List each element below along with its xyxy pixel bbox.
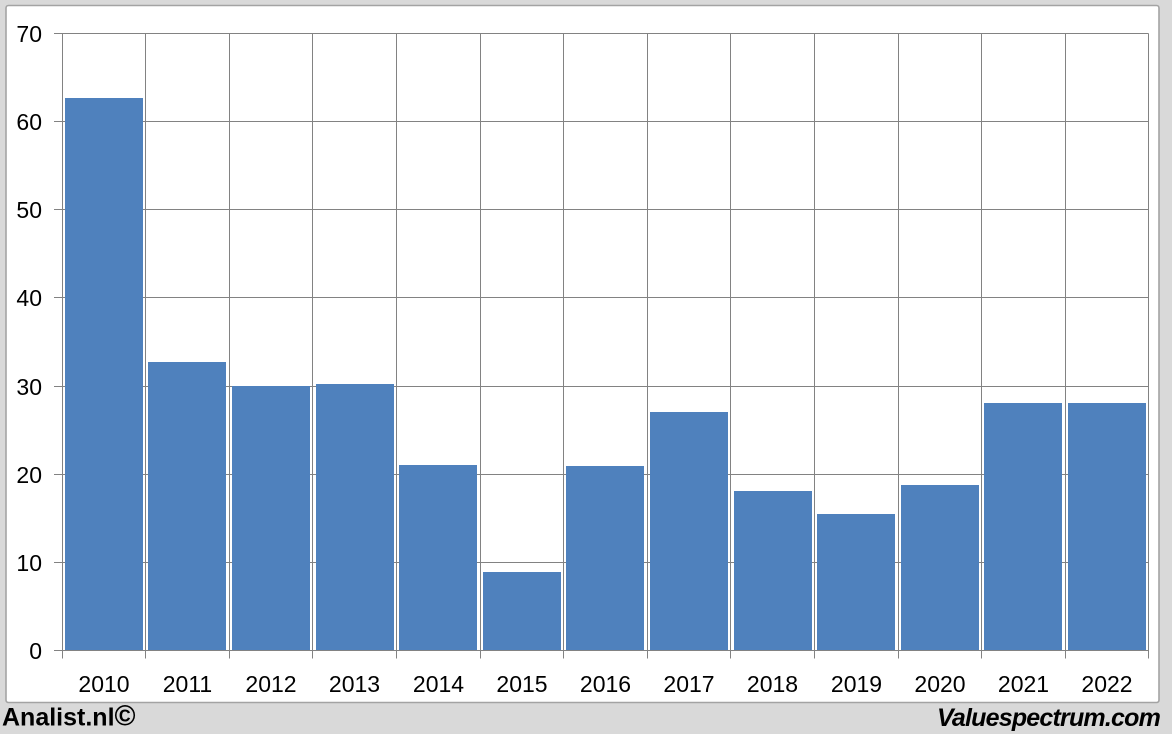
- svg-text:10: 10: [16, 550, 42, 576]
- svg-text:2019: 2019: [831, 671, 882, 697]
- svg-text:2022: 2022: [1081, 671, 1132, 697]
- svg-text:70: 70: [16, 21, 42, 47]
- svg-text:60: 60: [16, 109, 42, 135]
- svg-text:0: 0: [29, 638, 42, 664]
- svg-text:50: 50: [16, 197, 42, 223]
- svg-text:2020: 2020: [914, 671, 965, 697]
- svg-text:2012: 2012: [245, 671, 296, 697]
- svg-text:2017: 2017: [663, 671, 714, 697]
- svg-text:20: 20: [16, 462, 42, 488]
- svg-text:Analist.nl©: Analist.nl©: [2, 701, 136, 733]
- svg-text:30: 30: [16, 374, 42, 400]
- svg-text:Valuespectrum.com: Valuespectrum.com: [937, 704, 1161, 732]
- svg-text:2010: 2010: [78, 671, 129, 697]
- svg-text:2016: 2016: [580, 671, 631, 697]
- svg-text:2021: 2021: [998, 671, 1049, 697]
- svg-text:2011: 2011: [163, 671, 212, 697]
- svg-text:2015: 2015: [496, 671, 547, 697]
- svg-text:40: 40: [16, 285, 42, 311]
- svg-text:2014: 2014: [413, 671, 464, 697]
- svg-text:2013: 2013: [329, 671, 380, 697]
- svg-text:2018: 2018: [747, 671, 798, 697]
